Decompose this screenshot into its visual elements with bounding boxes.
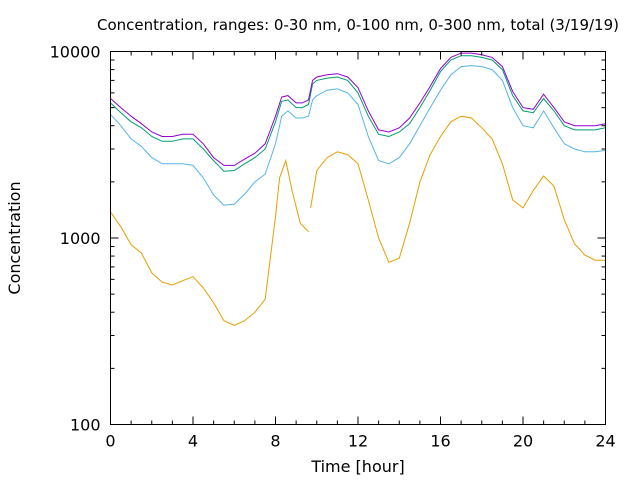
- y-axis-title: Concentration: [5, 181, 24, 294]
- y-tick-label: 100: [70, 416, 101, 435]
- x-tick-label: 20: [513, 432, 533, 451]
- x-tick-label: 24: [595, 432, 615, 451]
- y-tick-label: 10000: [50, 43, 101, 62]
- x-tick-label: 12: [348, 432, 368, 451]
- x-tick-label: 4: [188, 432, 198, 451]
- plot-frame: [110, 51, 606, 425]
- x-tick-label: 8: [270, 432, 280, 451]
- y-tick-label: 1000: [60, 229, 101, 248]
- x-axis-title: Time [hour]: [310, 457, 404, 476]
- x-tick-label: 0: [105, 432, 115, 451]
- plot-area: [110, 52, 606, 326]
- series-line-1: [110, 115, 606, 326]
- series-line-3: [110, 55, 606, 172]
- chart-title: Concentration, ranges: 0-30 nm, 0-100 nm…: [97, 16, 619, 34]
- x-tick-label: 16: [430, 432, 450, 451]
- series-line-2: [110, 65, 606, 206]
- axis-ticks: 0 4 8 12 16 20 24 100 1000 10000: [50, 43, 616, 451]
- series-line-4: [110, 52, 606, 166]
